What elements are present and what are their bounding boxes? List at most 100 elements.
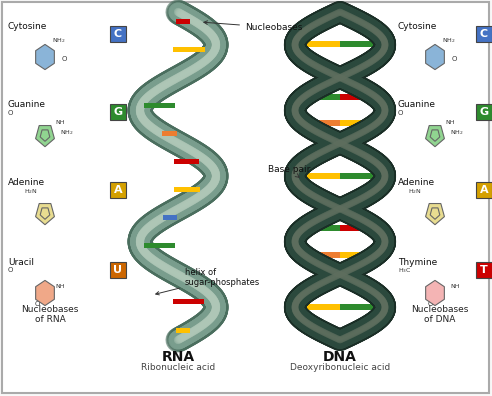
Text: NH$_2$: NH$_2$ bbox=[450, 128, 463, 137]
Text: NH: NH bbox=[55, 284, 64, 289]
Bar bbox=[340, 41, 383, 48]
Text: Adenine: Adenine bbox=[8, 178, 45, 187]
Bar bbox=[173, 47, 205, 52]
FancyBboxPatch shape bbox=[476, 182, 492, 198]
FancyBboxPatch shape bbox=[110, 26, 126, 42]
Polygon shape bbox=[430, 208, 440, 219]
Text: helix of
sugar-phosphates: helix of sugar-phosphates bbox=[156, 268, 260, 295]
Bar bbox=[306, 225, 340, 231]
Polygon shape bbox=[426, 280, 444, 306]
Bar bbox=[340, 147, 351, 152]
Bar bbox=[173, 299, 205, 304]
Text: Cytosine: Cytosine bbox=[398, 22, 437, 31]
Text: Guanine: Guanine bbox=[8, 100, 46, 109]
FancyBboxPatch shape bbox=[476, 26, 492, 42]
FancyBboxPatch shape bbox=[110, 104, 126, 120]
Bar bbox=[144, 243, 175, 248]
Polygon shape bbox=[426, 44, 444, 70]
Bar bbox=[297, 173, 340, 179]
Text: NH$_2$: NH$_2$ bbox=[60, 128, 73, 137]
Text: H$_2$N: H$_2$N bbox=[408, 187, 422, 196]
Bar bbox=[328, 278, 340, 284]
Bar bbox=[329, 15, 340, 21]
Text: NH: NH bbox=[445, 120, 455, 125]
Text: Ribonucleic acid: Ribonucleic acid bbox=[141, 363, 215, 372]
Text: Deoxyribonucleic acid: Deoxyribonucleic acid bbox=[290, 363, 390, 372]
Bar bbox=[340, 120, 375, 126]
Text: O: O bbox=[452, 56, 458, 62]
Polygon shape bbox=[40, 208, 50, 219]
Text: Adenine: Adenine bbox=[398, 178, 435, 187]
Polygon shape bbox=[35, 204, 55, 225]
Bar bbox=[162, 131, 177, 136]
Bar bbox=[340, 68, 353, 74]
Bar bbox=[163, 215, 177, 221]
FancyBboxPatch shape bbox=[476, 262, 492, 278]
Text: Nucleobases
of RNA: Nucleobases of RNA bbox=[21, 305, 79, 324]
Bar bbox=[328, 199, 340, 205]
Text: H$_2$N: H$_2$N bbox=[24, 187, 38, 196]
Bar bbox=[176, 19, 190, 24]
Text: O: O bbox=[8, 110, 13, 116]
Bar bbox=[340, 278, 352, 284]
Bar bbox=[328, 330, 340, 337]
Bar bbox=[340, 173, 383, 179]
Polygon shape bbox=[35, 44, 54, 70]
Text: G: G bbox=[479, 107, 489, 117]
Bar bbox=[297, 41, 340, 48]
Text: U: U bbox=[114, 265, 123, 275]
Bar bbox=[340, 199, 352, 205]
Text: Nucleobases
of DNA: Nucleobases of DNA bbox=[411, 305, 469, 324]
Bar bbox=[144, 103, 176, 108]
Bar bbox=[306, 251, 340, 257]
Text: O: O bbox=[398, 110, 403, 116]
Text: Uracil: Uracil bbox=[8, 258, 34, 267]
Text: C: C bbox=[480, 29, 488, 39]
Text: O: O bbox=[8, 267, 13, 273]
Text: NH$_2$: NH$_2$ bbox=[52, 36, 65, 45]
Bar bbox=[174, 187, 200, 192]
Text: O: O bbox=[62, 56, 67, 62]
FancyBboxPatch shape bbox=[110, 182, 126, 198]
FancyBboxPatch shape bbox=[476, 104, 492, 120]
Bar bbox=[174, 159, 199, 164]
Text: Base pair: Base pair bbox=[268, 165, 310, 177]
Text: T: T bbox=[480, 265, 488, 275]
Polygon shape bbox=[426, 204, 444, 225]
Bar bbox=[176, 327, 190, 333]
FancyBboxPatch shape bbox=[2, 2, 489, 393]
Polygon shape bbox=[430, 130, 440, 141]
Bar bbox=[297, 304, 340, 310]
Bar bbox=[340, 251, 374, 257]
Text: C: C bbox=[114, 29, 122, 39]
Bar bbox=[306, 94, 340, 100]
Bar bbox=[340, 225, 374, 231]
Text: H$_3$C: H$_3$C bbox=[398, 266, 412, 275]
Text: NH: NH bbox=[450, 284, 460, 289]
Text: Thymine: Thymine bbox=[398, 258, 437, 267]
Polygon shape bbox=[35, 280, 54, 306]
Text: Cytosine: Cytosine bbox=[8, 22, 47, 31]
Polygon shape bbox=[426, 126, 444, 147]
Text: NH: NH bbox=[55, 120, 64, 125]
Bar bbox=[340, 94, 374, 100]
Bar bbox=[340, 304, 383, 310]
Polygon shape bbox=[35, 126, 55, 147]
Text: Nucleobases: Nucleobases bbox=[204, 21, 303, 32]
Text: RNA: RNA bbox=[161, 350, 194, 364]
Text: NH$_2$: NH$_2$ bbox=[442, 36, 456, 45]
Text: DNA: DNA bbox=[323, 350, 357, 364]
Text: O: O bbox=[35, 301, 40, 307]
Text: Guanine: Guanine bbox=[398, 100, 436, 109]
Bar bbox=[327, 68, 340, 74]
Bar bbox=[340, 15, 351, 21]
Bar bbox=[329, 147, 340, 152]
Text: A: A bbox=[114, 185, 123, 195]
Text: O: O bbox=[428, 301, 433, 307]
Polygon shape bbox=[40, 130, 50, 141]
Bar bbox=[340, 330, 352, 337]
FancyBboxPatch shape bbox=[110, 262, 126, 278]
Text: G: G bbox=[114, 107, 123, 117]
Text: A: A bbox=[480, 185, 489, 195]
Bar bbox=[305, 120, 340, 126]
